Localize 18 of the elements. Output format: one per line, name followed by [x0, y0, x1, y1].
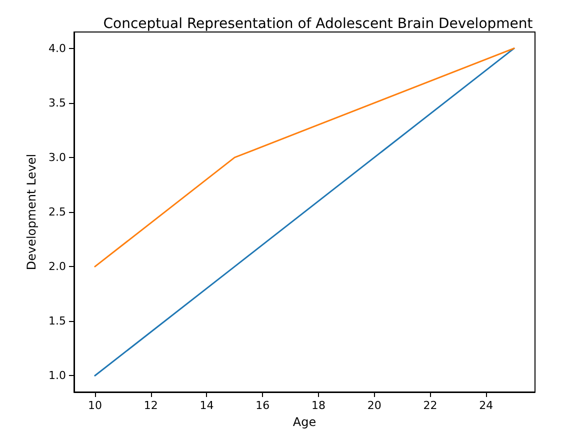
x-axis-title: Age [292, 414, 316, 429]
y-tick-label: 3.0 [48, 150, 66, 164]
y-tick-label: 1.5 [48, 314, 66, 328]
x-tick-label: 20 [367, 399, 382, 412]
y-tick-label: 1.0 [48, 369, 66, 382]
x-tick-label: 10 [88, 399, 102, 412]
y-tick-label: 4.0 [48, 42, 66, 55]
x-tick-label: 14 [200, 399, 214, 412]
x-tick-label: 16 [256, 399, 270, 412]
x-tick-label: 24 [479, 399, 494, 412]
y-tick-label: 2.5 [48, 206, 66, 218]
y-axis-title: Development Level [24, 154, 39, 270]
x-tick-label: 12 [144, 399, 158, 412]
y-tick-label: 2.0 [48, 260, 66, 274]
x-tick-label: 18 [311, 399, 326, 412]
y-tick-label: 3.5 [48, 96, 66, 110]
chart-title: Conceptual Representation of Adolescent Brain Development [103, 16, 534, 32]
x-tick-label: 22 [423, 399, 438, 412]
